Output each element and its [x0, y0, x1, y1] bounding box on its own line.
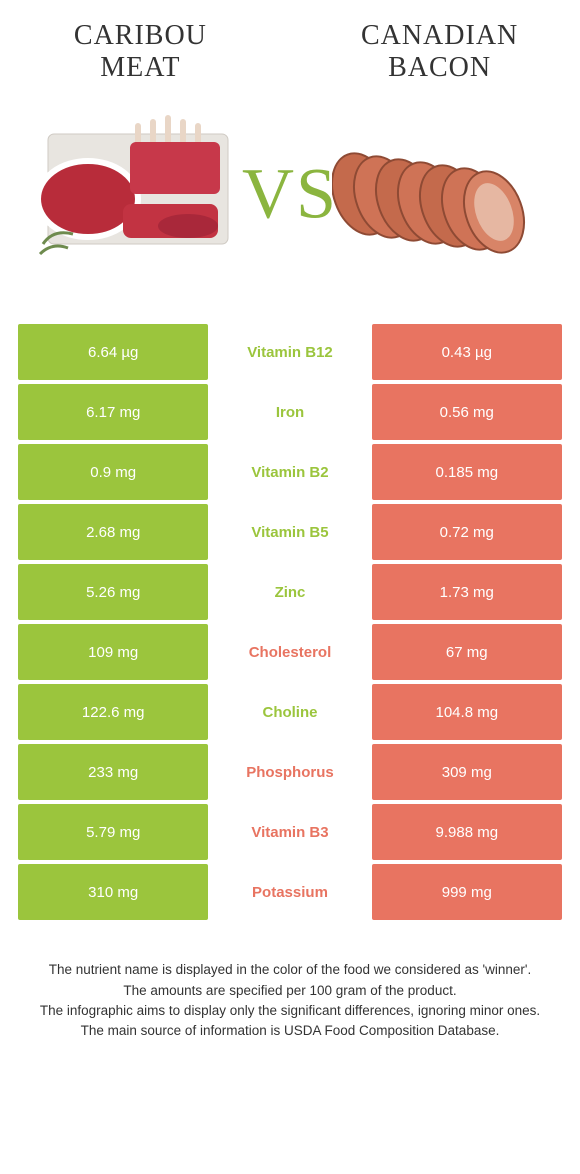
canadian-bacon-image — [332, 104, 562, 284]
value-right: 0.43 µg — [372, 324, 562, 380]
value-right: 1.73 mg — [372, 564, 562, 620]
footer-line1: The nutrient name is displayed in the co… — [28, 960, 552, 980]
nutrient-name: Choline — [208, 684, 371, 740]
title-left-line1: CARIBOU — [74, 20, 207, 51]
table-row: 6.64 µgVitamin B120.43 µg — [18, 324, 562, 380]
table-row: 5.26 mgZinc1.73 mg — [18, 564, 562, 620]
value-left: 2.68 mg — [18, 504, 208, 560]
value-right: 0.56 mg — [372, 384, 562, 440]
footer-line4: The main source of information is USDA F… — [28, 1021, 552, 1041]
caribou-meat-image — [18, 104, 248, 284]
title-left: CARIBOU MEAT — [18, 20, 263, 84]
nutrient-name: Vitamin B12 — [208, 324, 371, 380]
footer: The nutrient name is displayed in the co… — [18, 960, 562, 1041]
table-row: 0.9 mgVitamin B20.185 mg — [18, 444, 562, 500]
table-row: 2.68 mgVitamin B50.72 mg — [18, 504, 562, 560]
nutrient-name: Vitamin B3 — [208, 804, 371, 860]
table-row: 109 mgCholesterol67 mg — [18, 624, 562, 680]
header: CARIBOU MEAT CANADIAN BACON — [18, 20, 562, 84]
nutrient-table: 6.64 µgVitamin B120.43 µg6.17 mgIron0.56… — [18, 324, 562, 920]
table-row: 5.79 mgVitamin B39.988 mg — [18, 804, 562, 860]
value-right: 9.988 mg — [372, 804, 562, 860]
value-right: 67 mg — [372, 624, 562, 680]
title-right-line2: BACON — [388, 52, 491, 83]
value-left: 310 mg — [18, 864, 208, 920]
value-left: 109 mg — [18, 624, 208, 680]
footer-line2: The amounts are specified per 100 gram o… — [28, 981, 552, 1001]
nutrient-name: Cholesterol — [208, 624, 371, 680]
nutrient-name: Potassium — [208, 864, 371, 920]
title-right: CANADIAN BACON — [317, 20, 562, 84]
nutrient-name: Vitamin B2 — [208, 444, 371, 500]
title-right-line1: CANADIAN — [361, 20, 518, 51]
nutrient-name: Vitamin B5 — [208, 504, 371, 560]
value-left: 6.17 mg — [18, 384, 208, 440]
table-row: 122.6 mgCholine104.8 mg — [18, 684, 562, 740]
nutrient-name: Zinc — [208, 564, 371, 620]
value-right: 0.72 mg — [372, 504, 562, 560]
value-left: 122.6 mg — [18, 684, 208, 740]
vs-label: VS — [242, 153, 338, 236]
title-left-line2: MEAT — [100, 52, 180, 83]
value-right: 104.8 mg — [372, 684, 562, 740]
value-right: 999 mg — [372, 864, 562, 920]
value-right: 309 mg — [372, 744, 562, 800]
nutrient-name: Phosphorus — [208, 744, 371, 800]
table-row: 233 mgPhosphorus309 mg — [18, 744, 562, 800]
nutrient-name: Iron — [208, 384, 371, 440]
value-left: 5.79 mg — [18, 804, 208, 860]
value-right: 0.185 mg — [372, 444, 562, 500]
table-row: 310 mgPotassium999 mg — [18, 864, 562, 920]
value-left: 6.64 µg — [18, 324, 208, 380]
footer-line3: The infographic aims to display only the… — [28, 1001, 552, 1021]
value-left: 0.9 mg — [18, 444, 208, 500]
images-row: VS — [18, 94, 562, 294]
value-left: 233 mg — [18, 744, 208, 800]
table-row: 6.17 mgIron0.56 mg — [18, 384, 562, 440]
value-left: 5.26 mg — [18, 564, 208, 620]
